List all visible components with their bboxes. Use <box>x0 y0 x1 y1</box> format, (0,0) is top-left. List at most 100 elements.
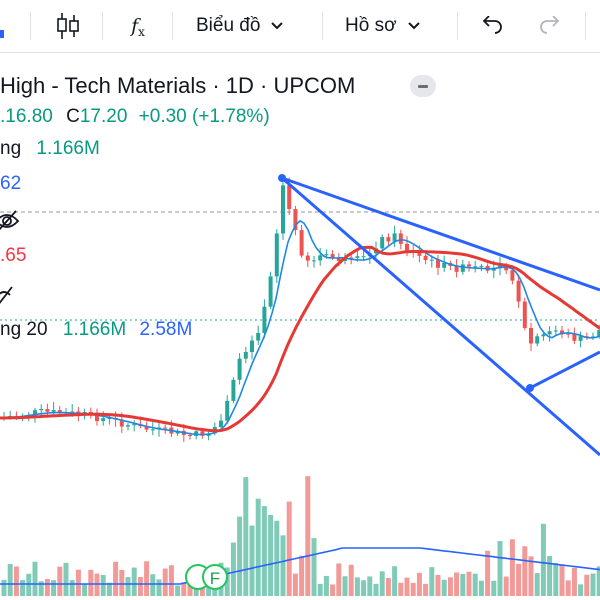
volume-bar <box>144 561 150 596</box>
chart-menu-button[interactable]: Biểu đồ <box>196 8 284 44</box>
volume-bar <box>162 568 168 596</box>
hidden-indicator-icon[interactable] <box>0 285 14 312</box>
price-chart[interactable]: F <box>0 53 600 600</box>
volume-bar <box>299 555 305 596</box>
volume-bar <box>106 582 112 596</box>
profile-menu-button[interactable]: Hồ sơ <box>345 8 421 44</box>
volume-bar <box>342 576 348 596</box>
toolbar-separator <box>457 12 458 40</box>
trendline-anchor[interactable] <box>278 174 286 182</box>
volume-bar <box>497 541 503 596</box>
candle-body <box>467 264 471 267</box>
event-markers[interactable]: F <box>185 564 228 590</box>
volume-legend: ng 1.166M <box>0 138 100 160</box>
event-marker-financials[interactable] <box>202 564 228 590</box>
volume-value: 1.166M <box>36 138 100 159</box>
volume-bar <box>125 577 131 596</box>
legend-collapse-button[interactable] <box>410 75 436 97</box>
volume-bar <box>94 573 100 596</box>
candle-body <box>380 237 385 249</box>
volume-bar <box>26 573 32 596</box>
volume-bar <box>565 580 571 596</box>
volume-bar <box>472 573 478 596</box>
trendline-anchor[interactable] <box>526 384 534 392</box>
volume-bar <box>379 571 385 596</box>
volume-bar <box>404 577 410 596</box>
toolbar-separator <box>30 12 31 40</box>
volume-bar <box>13 566 19 596</box>
volume-bar <box>398 582 404 596</box>
hidden-eye-icon[interactable] <box>0 209 20 238</box>
volume-bar <box>323 575 329 596</box>
candle-body <box>287 185 292 210</box>
chart-pane[interactable]: F High - Tech Materials · 1D · UPCOM .16… <box>0 53 600 600</box>
trendline[interactable] <box>281 176 600 457</box>
volume-bar <box>88 569 94 596</box>
candle-body <box>70 411 75 413</box>
volume-bar <box>348 564 354 596</box>
candle-body <box>529 327 533 344</box>
volume-bar <box>199 585 205 596</box>
undo-icon[interactable] <box>476 8 508 44</box>
volume-bar <box>578 584 584 596</box>
candle-body <box>293 209 298 231</box>
candle-body <box>355 256 360 258</box>
volume-bar <box>590 573 596 596</box>
volume-bar <box>137 577 143 596</box>
volume-bar <box>447 577 453 596</box>
trendline[interactable] <box>281 176 600 292</box>
candle-body <box>460 264 465 272</box>
volume-bar <box>354 577 360 596</box>
volume-bar <box>206 583 212 596</box>
volume-label: ng <box>0 138 22 159</box>
volume-bar <box>168 565 174 596</box>
volume-bar <box>268 514 274 596</box>
volume-bar <box>330 584 336 596</box>
volume-bar <box>63 562 69 596</box>
volume-bar <box>224 567 230 596</box>
candle-body <box>132 424 137 426</box>
symbol-title[interactable]: High - Tech Materials · 1D · UPCOM <box>0 73 355 99</box>
redo-icon[interactable] <box>534 8 566 44</box>
trendline[interactable] <box>529 350 600 390</box>
candle-body <box>39 409 44 411</box>
candle-body <box>572 333 577 341</box>
candle-body <box>454 265 459 272</box>
chart-menu-label: Biểu đồ <box>196 15 261 36</box>
volume-bar <box>584 574 590 596</box>
candle-body <box>522 301 527 328</box>
candle-body <box>262 306 267 333</box>
candle-body <box>566 333 571 335</box>
volume-bar <box>547 555 553 596</box>
toolbar-separator <box>322 12 323 40</box>
volume-bar <box>361 580 367 596</box>
candle-body <box>547 331 552 335</box>
volume-bar <box>441 579 447 596</box>
volume-bar <box>113 561 119 596</box>
volume-bar <box>491 580 497 596</box>
volume-ma-average: 2.58M <box>139 319 193 340</box>
candle-body <box>126 425 130 427</box>
candle-body <box>305 255 310 261</box>
volume-bar <box>280 535 286 596</box>
volume-bar <box>156 579 162 596</box>
volume-ma-label: ng 20 <box>0 319 48 340</box>
volume-bar <box>423 583 429 596</box>
candle-body <box>281 185 285 234</box>
volume-bar <box>336 563 342 596</box>
volume-bar <box>292 573 298 596</box>
candle-body <box>392 233 397 242</box>
volume-bar <box>44 578 50 596</box>
candlestick-icon[interactable] <box>50 8 86 44</box>
volume-bar <box>367 576 373 596</box>
candle-body <box>336 257 341 261</box>
change-value: +0.30 (+1.78%) <box>138 106 270 127</box>
candle-body <box>33 410 37 416</box>
volume-bar <box>119 569 125 596</box>
chevron-down-icon <box>271 22 284 30</box>
symbol-title-text: High - Tech Materials · 1D · UPCOM <box>0 73 356 98</box>
candle-body <box>535 336 540 344</box>
volume-bar <box>20 580 26 596</box>
volume-bar <box>596 566 600 596</box>
